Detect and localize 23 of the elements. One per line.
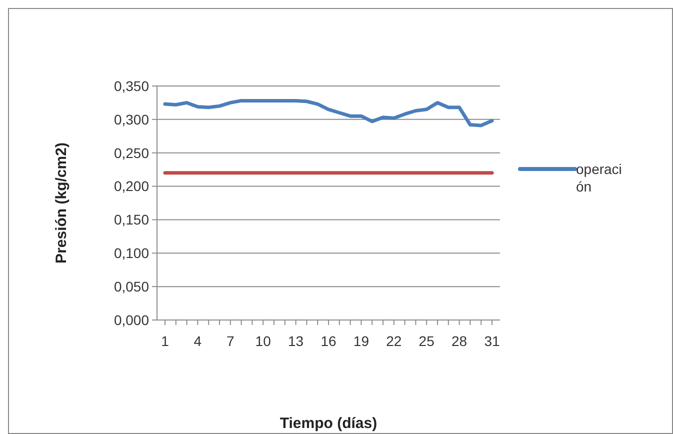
x-tick-label: 4 <box>194 333 202 349</box>
x-tick-label: 28 <box>452 333 468 349</box>
x-tick-label: 1 <box>161 333 170 349</box>
x-tick-label: 7 <box>226 333 234 349</box>
y-tick-label: 0,150 <box>114 212 150 228</box>
y-tick-label: 0,050 <box>114 278 150 294</box>
y-tick-label: 0,000 <box>114 312 150 328</box>
x-tick-label: 31 <box>484 333 500 349</box>
y-tick-label: 0,300 <box>114 111 150 128</box>
x-tick-label: 13 <box>288 333 304 349</box>
y-tick-label: 0,100 <box>114 245 150 262</box>
line-series <box>163 98 494 128</box>
x-axis-title: Tiempo (días) <box>280 415 378 432</box>
y-tick-label: 0,250 <box>114 144 150 161</box>
y-tick-label: 0,350 <box>114 78 150 94</box>
x-tick-label: 25 <box>418 333 435 349</box>
x-tick-label: 19 <box>353 333 370 349</box>
x-tick-label: 10 <box>255 333 272 349</box>
x-tick-label: 16 <box>320 333 336 349</box>
x-tick-label: 22 <box>386 333 402 349</box>
y-tick-label: 0,200 <box>114 178 150 194</box>
y-axis-title: Presión (kg/cm2) <box>53 142 70 264</box>
legend-label: operación <box>576 160 622 194</box>
